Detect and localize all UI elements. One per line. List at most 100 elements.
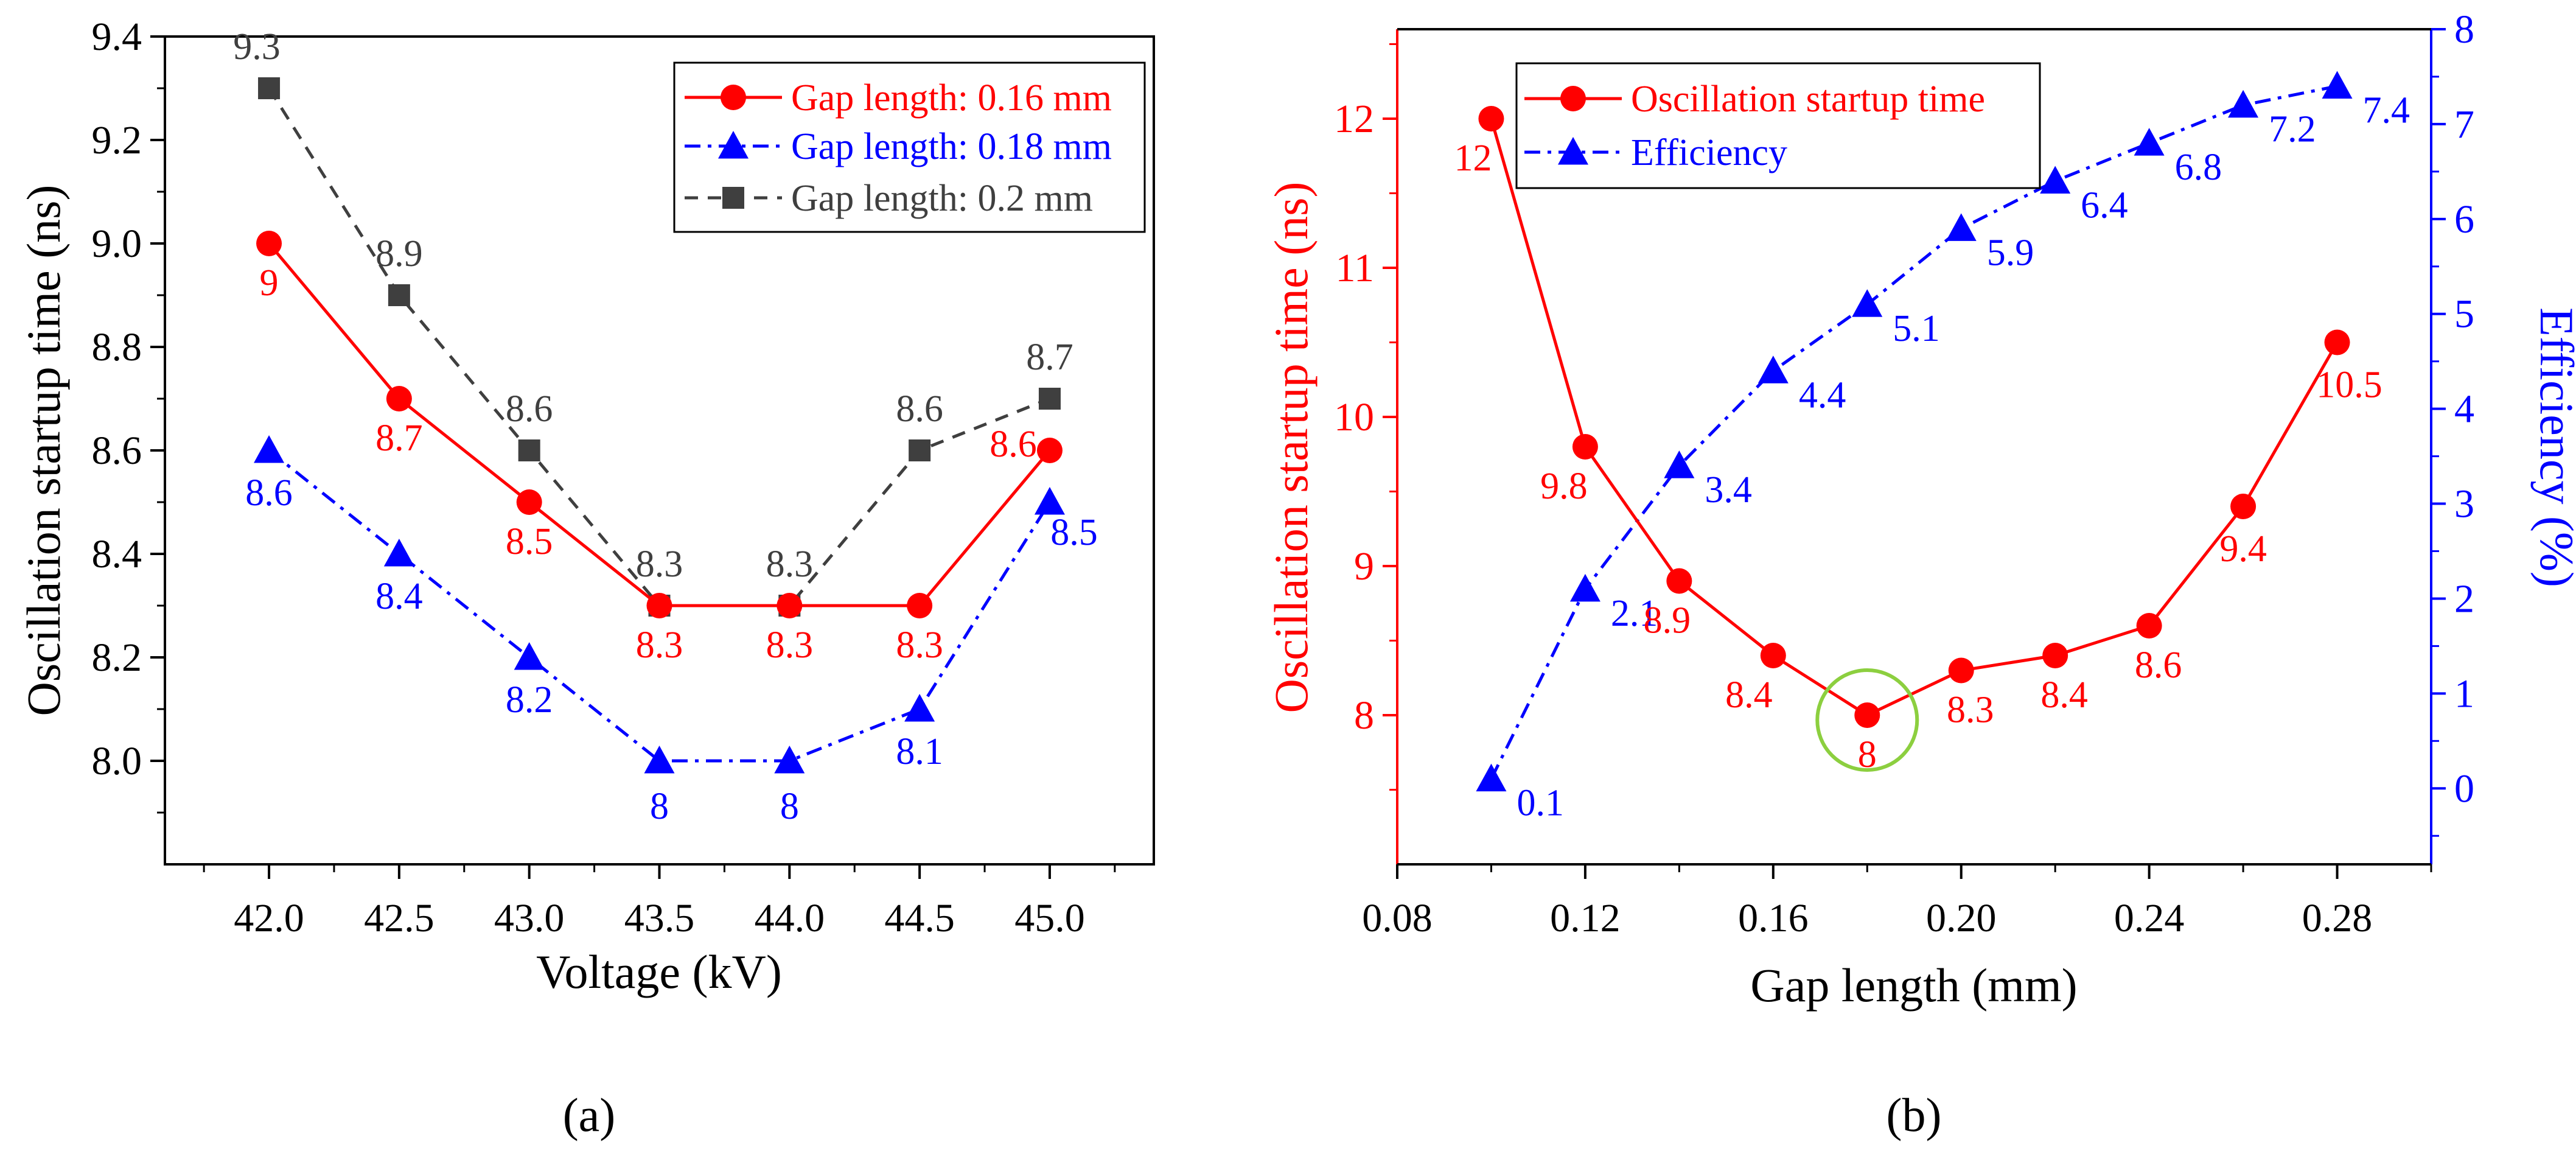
data-point xyxy=(2040,166,2071,194)
data-point xyxy=(1038,388,1061,410)
data-point xyxy=(2230,494,2257,519)
panel-b-ticks: 0.08 0.12 0.16 0.20 0.24 0.288910111201234567… xyxy=(1334,7,2474,940)
x-tick-label: 0.20 xyxy=(1926,896,1997,940)
y-tick-label: 9.2 xyxy=(92,118,142,163)
data-label: 8.9 xyxy=(1644,600,1691,642)
y-tick-label: 8.8 xyxy=(92,325,142,369)
y2-tick-label: 7 xyxy=(2454,102,2474,147)
panel-b-y-axis-title: Oscillation startup time (ns) xyxy=(1265,181,1318,713)
data-label: 8.4 xyxy=(375,576,423,617)
y2-tick-label: 1 xyxy=(2454,671,2474,716)
data-point xyxy=(388,284,410,306)
y-tick-label: 9.4 xyxy=(92,15,142,59)
data-label: 8.3 xyxy=(636,624,683,666)
data-point xyxy=(1666,568,1692,594)
y2-tick-label: 5 xyxy=(2454,292,2474,337)
data-label: 5.9 xyxy=(1987,232,2034,273)
data-label: 5.1 xyxy=(1893,308,1940,349)
legend-marker xyxy=(722,187,744,209)
x-tick-label: 42.5 xyxy=(364,896,435,940)
panel-a-data-labels: 9.3 8.9 8.6 8.3 8.3 8.6 8.7 8.6 8.4 8.2 8 8 8.1 8.5 9 8… xyxy=(233,26,1097,827)
data-point xyxy=(904,694,935,722)
data-label: 8.3 xyxy=(1947,690,1994,731)
data-label: 8.3 xyxy=(896,624,943,666)
data-point xyxy=(2136,613,2162,638)
data-label: 6.4 xyxy=(2081,184,2128,226)
x-tick-label: 0.12 xyxy=(1550,896,1621,940)
y-tick-label: 9.0 xyxy=(92,222,142,266)
legend-marker xyxy=(718,131,749,159)
y-tick-label: 9 xyxy=(1354,544,1374,589)
data-point xyxy=(258,77,281,99)
data-label: 7.2 xyxy=(2269,109,2316,150)
data-point xyxy=(646,593,672,618)
panel-b-y2-axis-title: Efficiency (%) xyxy=(2530,307,2576,587)
legend-marker xyxy=(1560,86,1586,111)
panel-b-data-labels: 0.1 2.1 3.4 4.4 5.1 5.9 6.4 6.8 7.2 7.4 12 9.8 8.9 8.… xyxy=(1454,90,2410,824)
data-point xyxy=(2322,71,2353,99)
data-label: 8.4 xyxy=(1725,674,1773,716)
x-tick-label: 0.24 xyxy=(2114,896,2185,940)
x-tick-label: 44.0 xyxy=(755,896,825,940)
data-label: 8.6 xyxy=(990,424,1037,465)
data-label: 8 xyxy=(780,786,799,827)
legend-marker xyxy=(1558,137,1588,165)
legend-label: Gap length: 0.16 mm xyxy=(791,77,1112,119)
data-label: 8.5 xyxy=(506,521,553,562)
legend-label: Efficiency xyxy=(1631,132,1787,173)
y2-tick-label: 3 xyxy=(2454,482,2474,527)
data-label: 3.4 xyxy=(1705,469,1752,511)
data-label: 9.4 xyxy=(2219,528,2267,570)
legend-label: Gap length: 0.2 mm xyxy=(791,178,1093,219)
y-tick-label: 8.2 xyxy=(92,635,142,680)
x-tick-label: 44.5 xyxy=(884,896,955,940)
x-tick-label: 43.5 xyxy=(624,896,695,940)
data-point xyxy=(2134,128,2165,156)
data-point xyxy=(1854,702,1880,728)
data-label: 7.4 xyxy=(2363,90,2410,131)
data-point xyxy=(774,746,805,774)
y-tick-label: 8.0 xyxy=(92,739,142,783)
data-label: 9.3 xyxy=(233,26,281,68)
data-point xyxy=(777,593,803,618)
data-point xyxy=(907,593,933,618)
y2-tick-label: 6 xyxy=(2454,197,2474,242)
panel-b-legend: Oscillation startup time Efficiency xyxy=(1515,62,2041,189)
series-line xyxy=(1490,85,2338,780)
data-point xyxy=(2228,89,2259,118)
data-label: 0.1 xyxy=(1517,783,1564,824)
data-label: 8.2 xyxy=(506,679,553,721)
data-point xyxy=(516,489,542,515)
data-point xyxy=(254,435,285,463)
data-label: 8.3 xyxy=(636,544,683,585)
data-point xyxy=(1036,438,1063,463)
panel-a-legend: Gap length: 0.16 mm Gap length: 0.18 mm Ga… xyxy=(673,61,1146,233)
legend-marker xyxy=(721,85,746,110)
data-point xyxy=(386,386,412,411)
data-label: 8.3 xyxy=(766,624,814,666)
data-label: 4.4 xyxy=(1799,374,1846,416)
data-label: 10.5 xyxy=(2316,365,2382,406)
y-tick-label: 11 xyxy=(1335,246,1374,290)
data-point xyxy=(256,231,282,256)
data-point xyxy=(2042,643,2068,668)
panel-b-label: (b) xyxy=(1887,1088,1942,1141)
data-point xyxy=(644,746,675,774)
data-label: 8.3 xyxy=(766,544,814,585)
y-tick-label: 12 xyxy=(1334,97,1374,141)
data-point xyxy=(1664,450,1695,478)
data-label: 6.8 xyxy=(2175,147,2222,188)
data-point xyxy=(1757,355,1789,383)
data-point xyxy=(1852,289,1883,317)
data-point xyxy=(1478,106,1504,131)
data-label: 8.7 xyxy=(1026,337,1073,378)
data-label: 8.5 xyxy=(1050,512,1098,553)
series-line xyxy=(1490,118,2339,717)
x-tick-label: 43.0 xyxy=(494,896,565,940)
data-point xyxy=(514,642,545,670)
data-label: 8.6 xyxy=(2135,645,2182,686)
data-label: 2.1 xyxy=(1611,593,1658,634)
data-label: 9 xyxy=(260,262,279,304)
panel-a-label: (a) xyxy=(563,1088,616,1141)
